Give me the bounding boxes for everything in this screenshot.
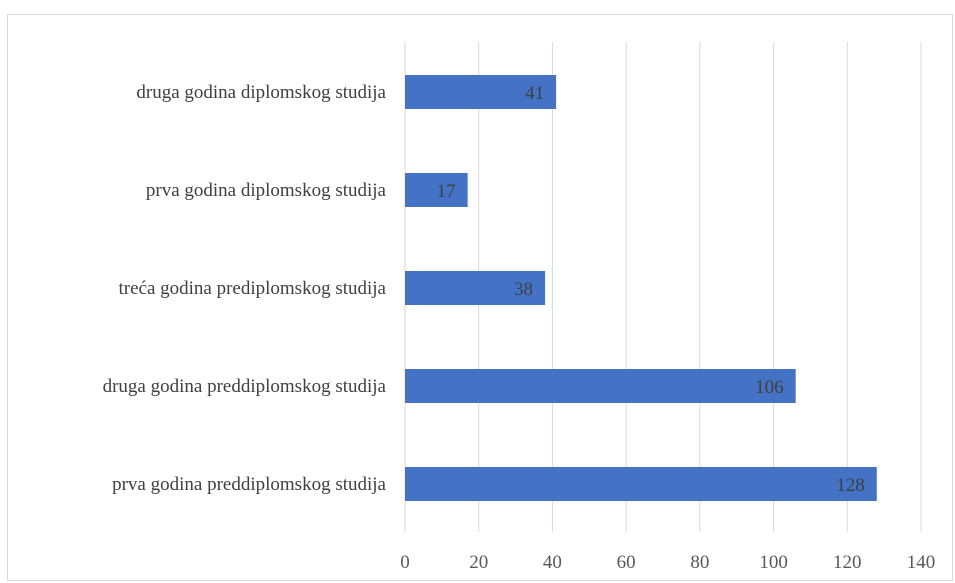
x-tick-label-0: 0 <box>400 552 410 573</box>
x-tick-label-20: 20 <box>469 552 488 573</box>
category-label-4: druga godina preddiplomskog studija <box>103 376 387 397</box>
bar-2 <box>405 173 468 207</box>
bar-5 <box>405 467 877 501</box>
data-label-1: 41 <box>525 83 544 104</box>
bar-1 <box>405 75 557 109</box>
bar-4 <box>405 369 796 403</box>
x-tick-label-140: 140 <box>907 552 936 573</box>
x-tick-label-40: 40 <box>543 552 562 573</box>
category-label-5: prva godina preddiplomskog studija <box>112 474 386 495</box>
x-tick-label-80: 80 <box>690 552 709 573</box>
data-label-4: 106 <box>755 377 784 398</box>
category-label-2: prva godina diplomskog studija <box>146 180 387 201</box>
data-label-3: 38 <box>514 279 533 300</box>
data-label-5: 128 <box>836 475 865 496</box>
category-label-1: druga godina diplomskog studija <box>136 82 386 103</box>
x-tick-label-120: 120 <box>833 552 862 573</box>
bar-3 <box>405 271 546 305</box>
x-tick-label-100: 100 <box>759 552 788 573</box>
x-tick-label-60: 60 <box>617 552 636 573</box>
category-label-3: treća godina prediplomskog studija <box>118 278 386 299</box>
data-label-2: 17 <box>437 181 456 202</box>
